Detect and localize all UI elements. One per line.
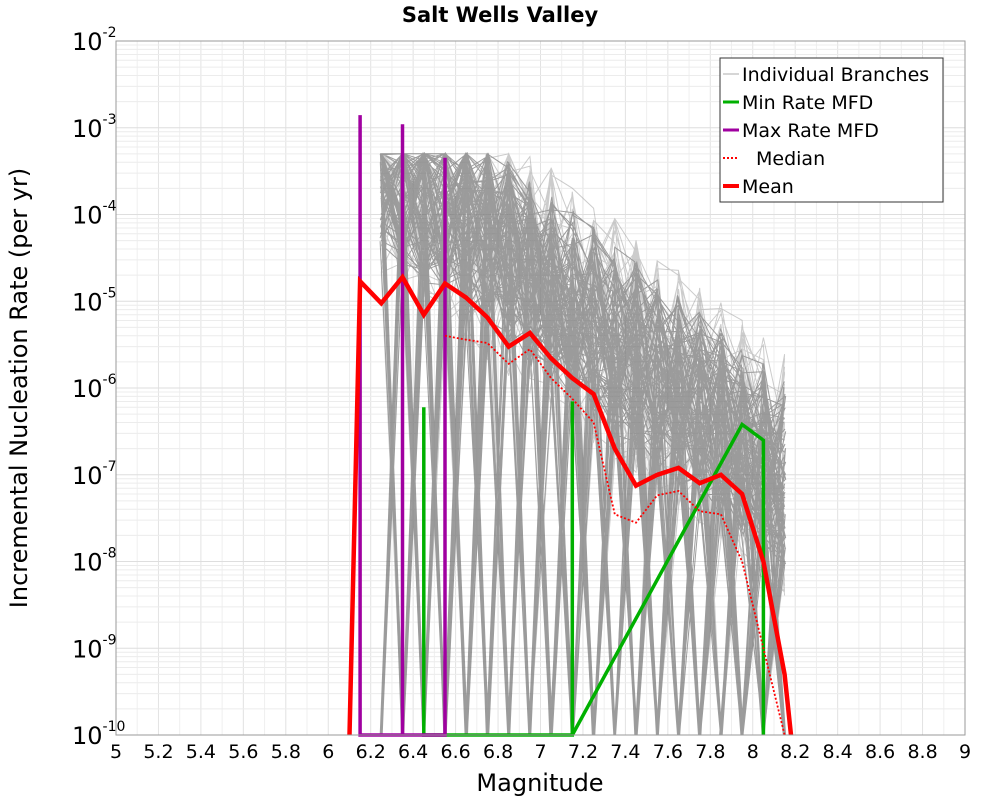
x-axis-ticks: 5 5.2 5.4 5.6 5.8 6 6.2 6.4 6.6 6.8 7 7.2 7.4 7.6 7.8 8…	[110, 741, 971, 763]
x-tick-label: 8.4	[823, 741, 853, 763]
legend-label: Min Rate MFD	[742, 92, 873, 114]
x-tick-label: 8.2	[780, 741, 810, 763]
y-tick-label: 10-4	[72, 199, 117, 230]
x-tick-label: 6.2	[356, 741, 386, 763]
series-layer	[347, 115, 794, 737]
x-tick-label: 5.4	[186, 741, 216, 763]
x-tick-label: 5.6	[228, 741, 258, 763]
y-tick-label: 10-9	[72, 632, 117, 663]
x-tick-label: 7.8	[695, 741, 725, 763]
x-tick-label: 6.6	[440, 741, 470, 763]
branch-lines-faint	[380, 151, 786, 736]
x-tick-label: 8.8	[907, 741, 937, 763]
x-tick-label: 9	[959, 741, 971, 763]
x-tick-label: 6	[322, 741, 334, 763]
x-tick-label: 8	[747, 741, 759, 763]
legend-label: Mean	[742, 176, 794, 198]
series-min-rate-mfd	[422, 401, 766, 737]
legend: Individual Branches Min Rate MFD Max Rate …	[719, 57, 944, 203]
x-tick-label: 7.6	[653, 741, 683, 763]
x-tick-label: 5.8	[271, 741, 301, 763]
y-tick-label: 10-6	[72, 372, 117, 403]
x-tick-label: 7.4	[610, 741, 640, 763]
legend-box	[719, 57, 944, 203]
x-axis-label: Magnitude	[476, 769, 603, 797]
legend-label: Individual Branches	[742, 64, 929, 86]
series-median	[444, 334, 786, 736]
x-tick-label: 6.8	[483, 741, 513, 763]
x-tick-label: 6.4	[398, 741, 428, 763]
y-tick-label: 10-5	[72, 285, 117, 316]
x-tick-label: 5	[110, 741, 122, 763]
y-axis-label: Incremental Nucleation Rate (per yr)	[5, 168, 33, 608]
y-tick-label: 10-10	[72, 719, 125, 750]
chart-title: Salt Wells Valley	[402, 3, 599, 27]
individual-branches	[379, 151, 787, 736]
y-tick-label: 10-2	[72, 25, 117, 56]
y-tick-label: 10-3	[72, 112, 117, 143]
y-axis-ticks: 10-10 10-9 10-8 10-7 10-6 10-5 10-4 10-3 10-2	[72, 25, 125, 750]
legend-label: Median	[756, 148, 825, 170]
legend-label: Max Rate MFD	[742, 120, 879, 142]
plot-frame	[115, 40, 966, 736]
x-tick-label: 5.2	[143, 741, 173, 763]
y-tick-label: 10-8	[72, 546, 117, 577]
x-tick-label: 8.6	[865, 741, 895, 763]
series-mean	[347, 273, 794, 736]
x-tick-label: 7	[534, 741, 546, 763]
y-tick-label: 10-7	[72, 459, 117, 490]
x-tick-label: 7.2	[568, 741, 598, 763]
